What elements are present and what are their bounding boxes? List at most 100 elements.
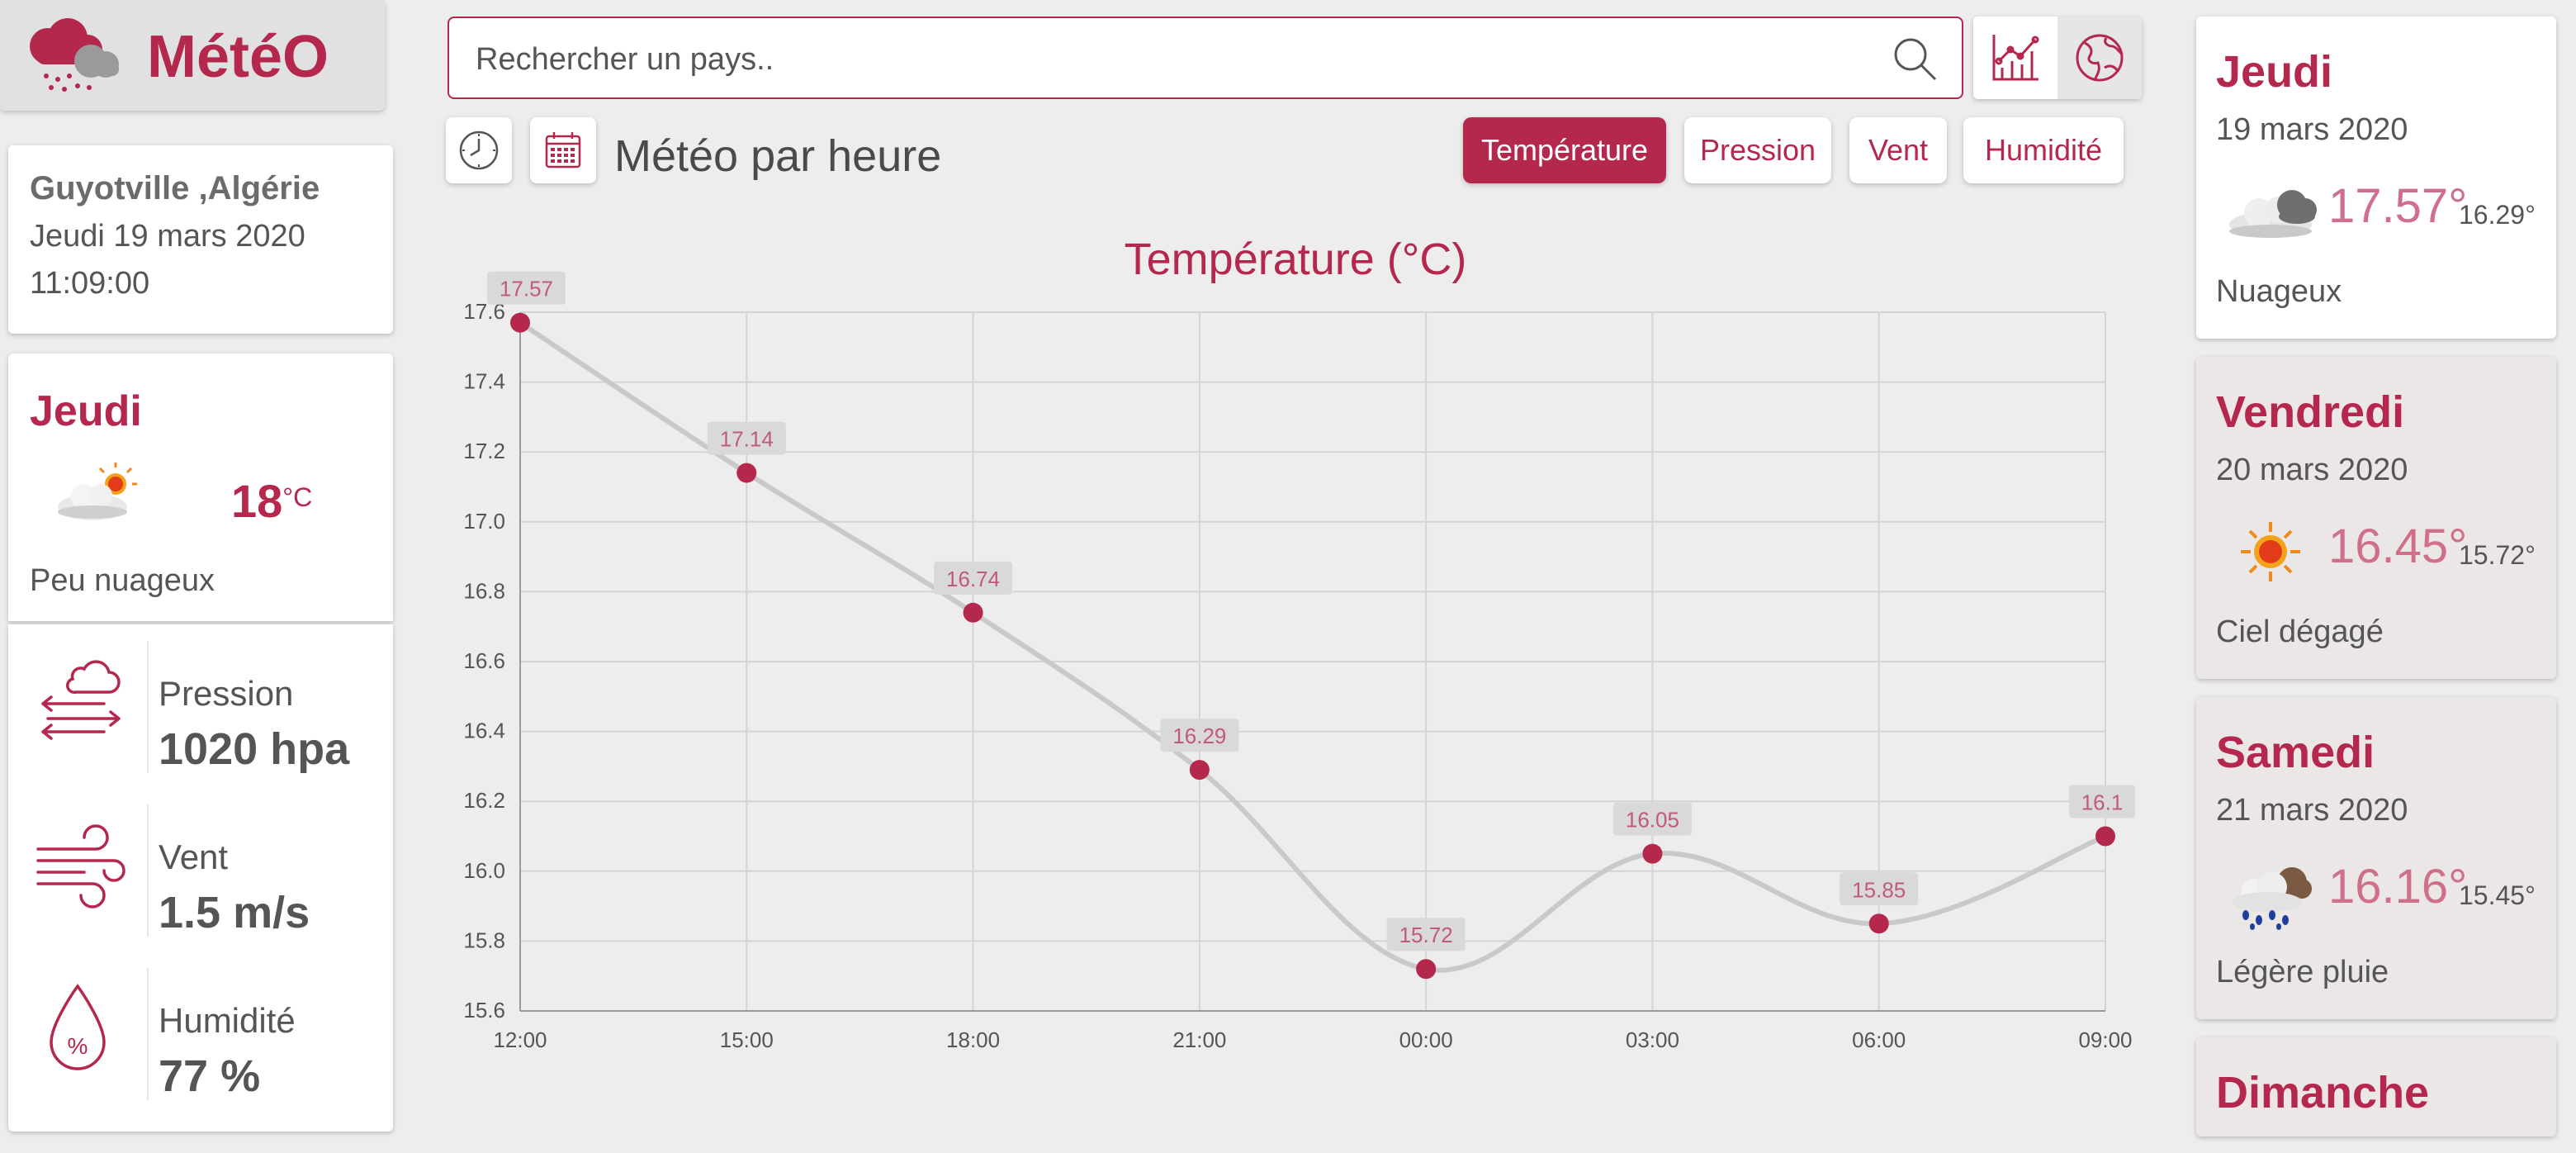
chart-data-labels: 17.57 17.14 16.74 16.29 15.72 16.05 15.85 16.1: [487, 271, 2135, 951]
chart-view-button[interactable]: [1973, 17, 2057, 99]
forecast-day: Dimanche: [2216, 1068, 2430, 1117]
location-card: Guyotville ,Algérie Jeudi 19 mars 2020 1…: [8, 145, 393, 334]
stat-value: 1020 hpa: [159, 724, 350, 774]
data-point[interactable]: [1868, 913, 1889, 934]
y-tick-label: 16.6: [463, 648, 505, 673]
chart-ticks: 15.6 15.8 16.0 16.2 16.4 16.6 16.8 17.0 17.2 17.4…: [463, 299, 2132, 1052]
forecast-max-temp: 17.57°: [2328, 179, 2468, 233]
calendar-icon: [545, 132, 581, 168]
tab-humidity[interactable]: Humidité: [1963, 117, 2124, 183]
data-label: 16.1: [2081, 790, 2124, 815]
forecast-min-temp: 15.45°: [2459, 880, 2536, 910]
forecast-day: Vendredi: [2216, 387, 2405, 437]
data-label-box: [707, 421, 786, 455]
x-tick-label: 12:00: [493, 1027, 547, 1052]
stat-label: Humidité: [159, 1001, 296, 1040]
tab-wind[interactable]: Vent: [1849, 117, 1947, 183]
stat-value: 1.5 m/s: [159, 888, 310, 937]
data-label: 17.57: [500, 277, 553, 301]
data-point[interactable]: [963, 602, 983, 623]
forecast-card[interactable]: Vendredi 20 mars 2020 16.45° 15.72° Ciel…: [2196, 357, 2556, 679]
light-rain-icon: [2233, 867, 2312, 930]
y-tick-label: 17.2: [463, 439, 505, 463]
y-tick-label: 16.0: [463, 858, 505, 883]
data-point[interactable]: [736, 463, 757, 483]
location-city: Guyotville ,Algérie: [30, 170, 320, 206]
forecast-description: Nuageux: [2216, 274, 2342, 309]
x-tick-label: 00:00: [1399, 1027, 1453, 1052]
tab-temperature[interactable]: Température: [1463, 117, 1666, 183]
forecast-date: 21 mars 2020: [2216, 793, 2408, 828]
forecast-card[interactable]: Dimanche: [2196, 1037, 2556, 1136]
data-point[interactable]: [1189, 760, 1210, 781]
data-point[interactable]: [1416, 959, 1437, 980]
y-tick-label: 15.8: [463, 928, 505, 952]
divider: [147, 804, 149, 937]
data-label-box: [1612, 802, 1692, 836]
x-tick-label: 06:00: [1852, 1027, 1906, 1052]
data-label-box: [1386, 918, 1466, 951]
data-label: 17.14: [720, 427, 774, 452]
data-point[interactable]: [2095, 826, 2115, 847]
today-day: Jeudi: [30, 387, 142, 435]
today-temperature: 18°C: [231, 474, 312, 528]
data-label-box: [1840, 872, 1919, 906]
forecast-date: 19 mars 2020: [2216, 112, 2408, 147]
forecast-day: Jeudi: [2216, 47, 2333, 97]
wind-icon: [36, 824, 125, 909]
stat-wind: Vent 1.5 m/s: [8, 788, 393, 950]
forecast-max-temp: 16.16°: [2328, 860, 2468, 913]
location-time: 11:09:00: [30, 266, 150, 301]
data-point[interactable]: [1642, 843, 1663, 864]
brand-name: MétéO: [147, 24, 329, 90]
chart-points: [510, 312, 2115, 980]
svg-text:%: %: [68, 1033, 88, 1059]
chart-title: Température (°C): [1125, 235, 1467, 284]
forecast-description: Légère pluie: [2216, 955, 2389, 989]
forecast-card[interactable]: Jeudi 19 mars 2020 17.57° 16.29° Nuageux: [2196, 17, 2556, 339]
data-label-box: [1160, 719, 1239, 752]
forecast-min-temp: 16.29°: [2459, 200, 2536, 230]
chart-grid: [519, 311, 2106, 1012]
data-label: 15.85: [1852, 877, 1906, 902]
divider: [147, 641, 149, 773]
y-tick-label: 15.6: [463, 998, 505, 1023]
forecast-card[interactable]: Samedi 21 mars 2020 16.16° 15.45° Légère…: [2196, 697, 2556, 1019]
y-tick-label: 16.2: [463, 788, 505, 813]
data-label-box: [487, 271, 566, 305]
hourly-button[interactable]: [446, 117, 512, 183]
data-point[interactable]: [510, 312, 530, 333]
daily-button[interactable]: [530, 117, 596, 183]
chart-axes: [519, 312, 2105, 1012]
stat-humidity: % Humidité 77 %: [8, 951, 393, 1113]
data-label: 16.05: [1626, 808, 1679, 833]
x-tick-label: 18:00: [946, 1027, 1000, 1052]
x-tick-label: 09:00: [2078, 1027, 2132, 1052]
partly-cloudy-icon: [58, 463, 137, 520]
map-view-button[interactable]: [2057, 17, 2142, 99]
globe-icon: [2076, 34, 2124, 82]
y-tick-label: 17.4: [463, 369, 505, 394]
data-label-box: [2069, 785, 2135, 818]
stat-pressure: Pression 1020 hpa: [8, 624, 393, 786]
tab-pressure[interactable]: Pression: [1684, 117, 1831, 183]
sun-icon: [2241, 522, 2300, 581]
cloudy-icon: [2229, 190, 2317, 238]
x-tick-label: 15:00: [720, 1027, 774, 1052]
y-tick-label: 16.4: [463, 719, 505, 743]
y-tick-label: 17.0: [463, 509, 505, 534]
today-temp-unit: °C: [282, 482, 313, 512]
search-bar: [447, 17, 1963, 99]
search-input[interactable]: [476, 36, 1830, 83]
stat-label: Vent: [159, 837, 229, 876]
forecast-min-temp: 15.72°: [2459, 540, 2536, 570]
stat-value: 77 %: [159, 1051, 261, 1101]
forecast-day: Samedi: [2216, 728, 2375, 777]
today-description: Peu nuageux: [30, 563, 215, 598]
series-line: [519, 320, 2107, 973]
location-date: Jeudi 19 mars 2020: [30, 219, 305, 254]
today-card: Jeudi 18°C Peu nuageux: [8, 353, 393, 621]
temperature-chart: Température (°C) 15.6 15.8 16.0 16.2 16.4 16.…: [463, 235, 2135, 1052]
search-icon[interactable]: [1891, 35, 1940, 84]
data-label: 15.72: [1399, 923, 1453, 947]
